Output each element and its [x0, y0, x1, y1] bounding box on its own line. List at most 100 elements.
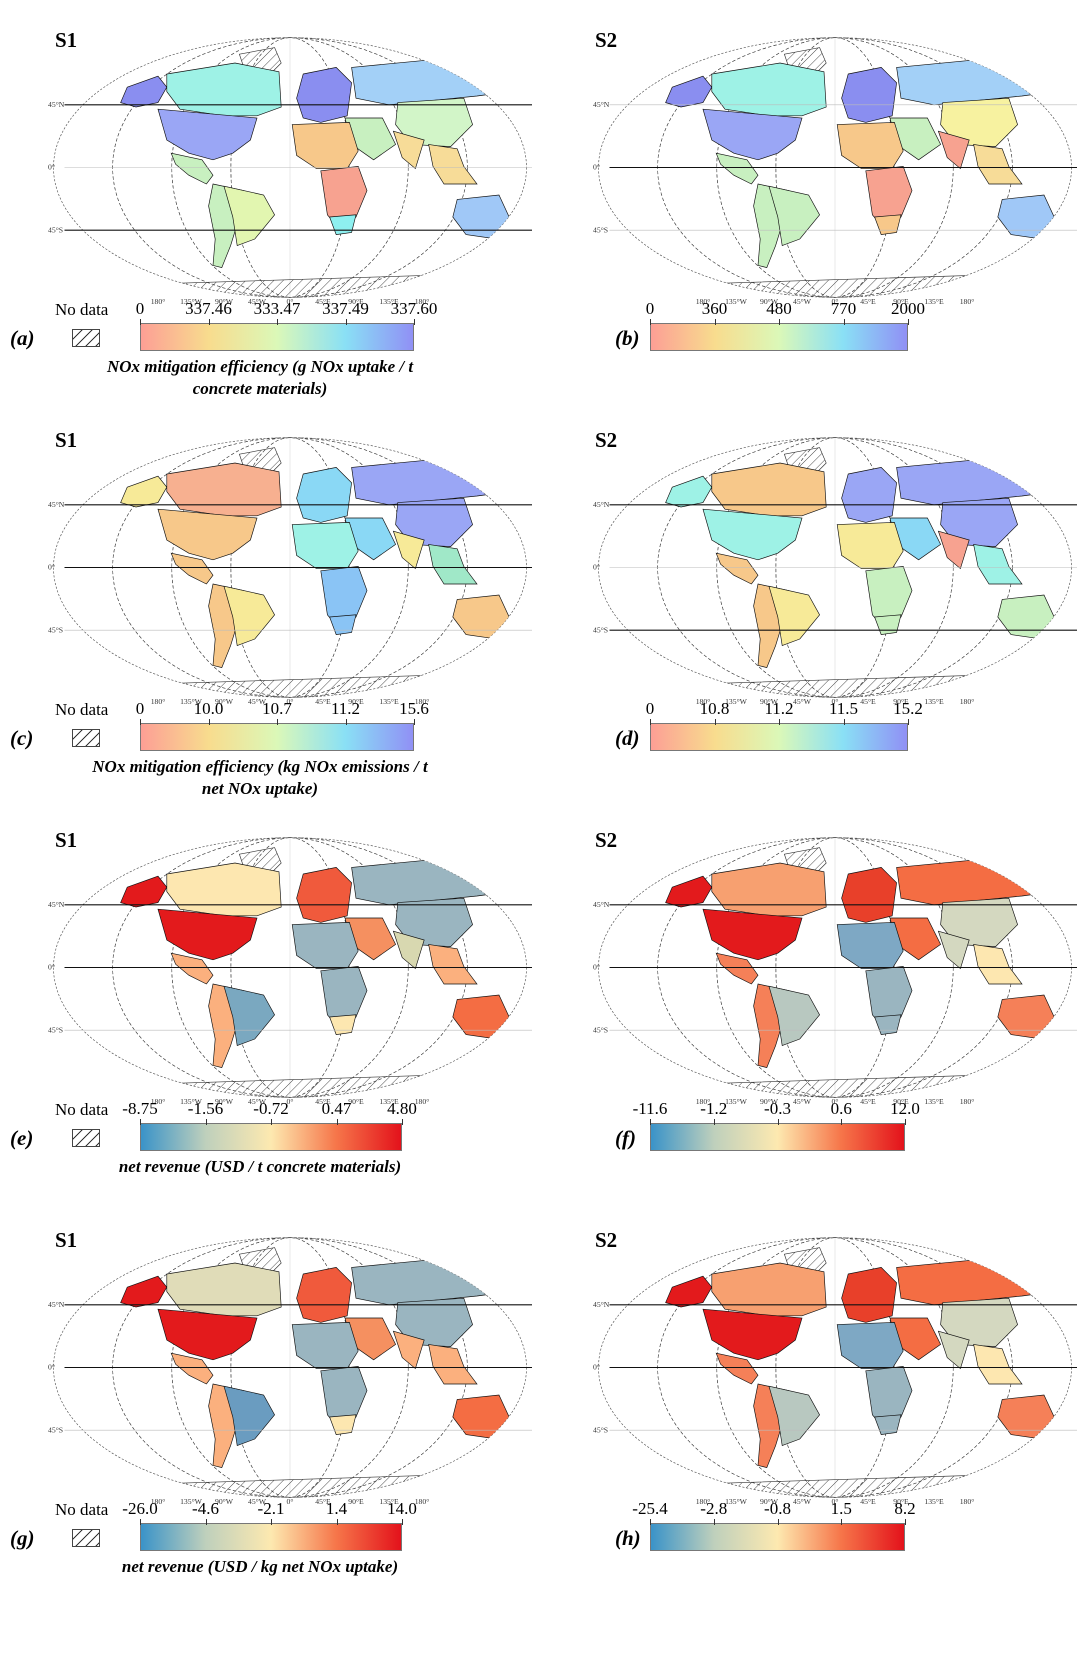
colorbar-tick: [140, 719, 141, 725]
lat-tick-label: 0°: [48, 163, 55, 172]
colorbar-tick-label: 4.80: [387, 1099, 417, 1118]
region-se-asia: [973, 1344, 1023, 1385]
colorbar-tick-label: -8.75: [122, 1099, 158, 1118]
colorbar-tick: [714, 719, 716, 725]
panel-label: (d): [615, 726, 640, 750]
region-se-asia: [973, 944, 1023, 985]
region-sub-africa: [865, 1366, 913, 1429]
panel-d: S2 45°N 0° 45°S 180° 135°W 90°W 45°W 0° 45°E 90°E 1…: [545, 420, 1083, 830]
colorbar-tick-label: -0.8: [764, 1499, 791, 1518]
region-south-africa: [874, 1414, 902, 1435]
lon-tick-label: 135°W: [725, 1097, 748, 1105]
colorbar-tick-label: 337.60: [390, 299, 438, 318]
world-map: 45°N 0° 45°S 180° 135°W 90°W 45°W 0° 45°E 90°E 135…: [593, 37, 1077, 305]
lon-tick-label: 90°E: [893, 1097, 909, 1105]
scenario-label: S1: [55, 428, 78, 452]
colorbar-title: net revenue (USD / t concrete materials): [118, 1157, 402, 1176]
lat-tick-label: 45°S: [48, 1025, 63, 1034]
lon-tick-label: 0°: [832, 697, 839, 705]
scenario-label: S1: [55, 28, 78, 52]
lon-tick-label: 90°W: [760, 1497, 779, 1505]
lon-tick-label: 90°E: [893, 697, 909, 705]
panel-label: (e): [10, 1126, 34, 1150]
lon-tick-label: 90°W: [760, 1097, 779, 1105]
colorbar-tick: [205, 1519, 207, 1525]
colorbar-tick-label: -0.3: [764, 1099, 791, 1118]
region-china: [395, 497, 473, 547]
colorbar: [650, 723, 908, 751]
lon-tick-label: 45°W: [793, 297, 812, 305]
colorbar-tick: [402, 1519, 403, 1525]
lon-tick-label: 0°: [287, 1497, 294, 1505]
lon-tick-label: 135°W: [180, 1497, 203, 1505]
region-india: [937, 130, 970, 170]
lat-tick-label: 0°: [48, 563, 55, 572]
colorbar-tick: [414, 719, 415, 725]
lat-tick-label: 45°S: [48, 225, 63, 234]
region-india: [937, 530, 970, 570]
region-canada: [166, 862, 282, 917]
colorbar-tick: [277, 319, 278, 325]
panel-e: S1 45°N 0° 45°S 180° 135°W 90°W 45°W 0° 45°E 90°E 1…: [0, 820, 540, 1230]
lon-tick-label: 135°E: [379, 297, 399, 305]
colorbar-tick: [140, 1119, 141, 1125]
colorbar-tick-label: -0.72: [253, 1099, 289, 1118]
region-canada: [711, 1262, 827, 1317]
region-brazil: [223, 1385, 275, 1447]
region-india: [392, 1330, 425, 1370]
no-data-label: No data: [55, 700, 109, 719]
colorbar-tick-label: 0: [135, 699, 145, 718]
panel-label: (a): [10, 326, 35, 350]
lon-tick-label: 135°W: [180, 697, 203, 705]
world-map: 45°N 0° 45°S 180° 135°W 90°W 45°W 0° 45°E 90°E 135…: [593, 437, 1077, 705]
region-sub-africa: [865, 166, 913, 229]
region-europe: [296, 1267, 352, 1323]
colorbar-tick-label: 12.0: [890, 1099, 920, 1118]
lon-tick-label: 180°: [151, 1497, 166, 1505]
region-se-asia: [428, 544, 478, 585]
colorbar-tick-label: 360: [701, 299, 728, 318]
lon-tick-label: 135°E: [379, 1097, 399, 1105]
region-brazil: [223, 985, 275, 1047]
colorbar-tick-label: 770: [830, 299, 857, 318]
colorbar-tick-label: 0.6: [830, 1099, 852, 1118]
region-se-asia: [428, 944, 478, 985]
lon-tick-label: 180°: [696, 697, 711, 705]
region-china: [940, 1297, 1018, 1347]
region-north-america: [702, 108, 803, 161]
region-sub-africa: [320, 1366, 368, 1429]
colorbar-tick-label: 0: [645, 699, 655, 718]
region-sub-africa: [320, 166, 368, 229]
region-india: [937, 930, 970, 970]
colorbar-tick-label: -4.6: [192, 1499, 219, 1518]
colorbar-tick: [908, 719, 909, 725]
colorbar-tick: [336, 1519, 338, 1525]
colorbar-tick-label: 14.0: [387, 1499, 417, 1518]
colorbar-tick-label: 8.2: [894, 1499, 916, 1518]
colorbar-tick: [713, 1119, 715, 1125]
colorbar-tick-label: 0: [645, 299, 655, 318]
colorbar-tick: [205, 1119, 207, 1125]
lon-tick-label: 180°: [960, 1097, 975, 1105]
lon-tick-label: 45°E: [315, 697, 331, 705]
lon-tick-label: 135°W: [725, 297, 748, 305]
region-north-america: [157, 1308, 258, 1361]
lat-tick-label: 45°S: [593, 1425, 608, 1434]
lon-tick-label: 0°: [832, 1097, 839, 1105]
colorbar-title: net revenue (USD / kg net NOx uptake): [121, 1557, 399, 1576]
no-data-hatch-swatch: [72, 1129, 100, 1147]
colorbar-tick-label: 11.2: [764, 699, 794, 718]
colorbar-tick: [841, 1119, 843, 1125]
region-north-america: [157, 108, 258, 161]
region-brazil: [768, 985, 820, 1047]
lat-tick-label: 0°: [593, 563, 600, 572]
region-north-america: [702, 508, 803, 561]
colorbar-tick-label: 0: [135, 299, 145, 318]
lon-tick-label: 180°: [696, 1497, 711, 1505]
colorbar-tick-label: 10.7: [262, 699, 292, 718]
lon-tick-label: 135°E: [379, 1497, 399, 1505]
colorbar-tick: [650, 1519, 651, 1525]
region-india: [392, 530, 425, 570]
lon-tick-label: 90°E: [348, 1497, 364, 1505]
scenario-label: S1: [55, 828, 78, 852]
